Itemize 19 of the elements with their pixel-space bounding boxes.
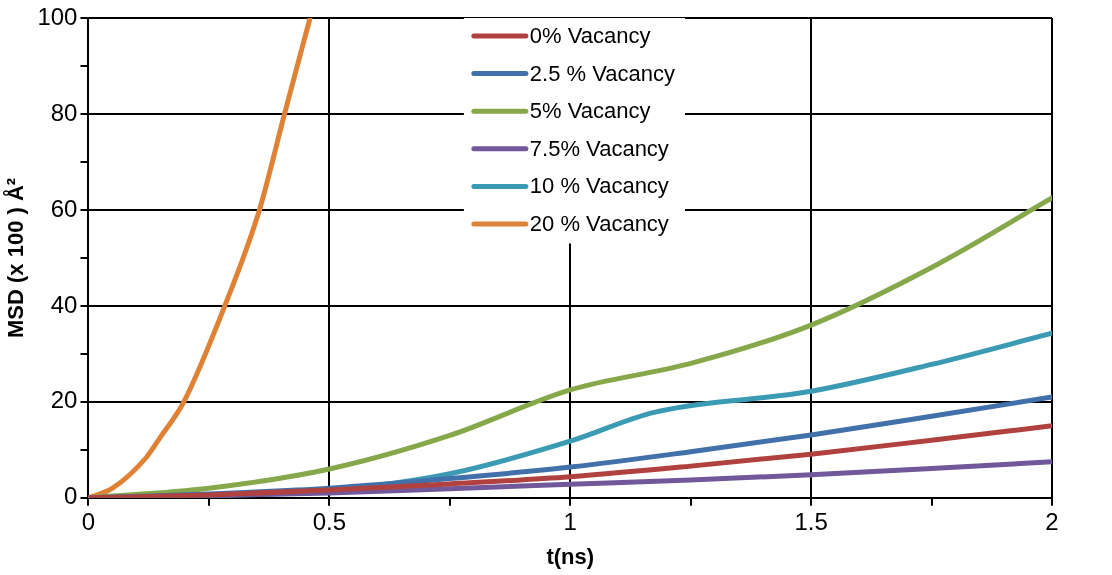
x-tick-label: 0 <box>81 507 96 535</box>
y-tick-label: 80 <box>50 98 78 126</box>
x-tick-label: 0.5 <box>312 507 347 535</box>
x-axis-title: t(ns) <box>546 543 595 569</box>
legend-label: 0% Vacancy <box>529 23 651 49</box>
x-tick-label: 1 <box>563 507 577 535</box>
legend-label: 7.5% Vacancy <box>529 135 669 161</box>
y-tick-label: 20 <box>50 386 78 414</box>
x-tick-label: 1.5 <box>794 507 828 535</box>
y-tick-label: 0 <box>64 482 78 510</box>
y-tick-label: 40 <box>50 290 78 318</box>
legend-label: 10 % Vacancy <box>529 173 669 199</box>
legend-label: 5% Vacancy <box>529 98 651 124</box>
legend-label: 20 % Vacancy <box>529 211 669 237</box>
legend-label: 2.5 % Vacancy <box>529 60 675 86</box>
y-tick-label: 60 <box>50 194 78 222</box>
x-tick-label: 2 <box>1045 507 1059 535</box>
y-tick-label: 100 <box>37 2 78 30</box>
y-axis-title: MSD (x 100 ) Å² <box>2 177 29 338</box>
